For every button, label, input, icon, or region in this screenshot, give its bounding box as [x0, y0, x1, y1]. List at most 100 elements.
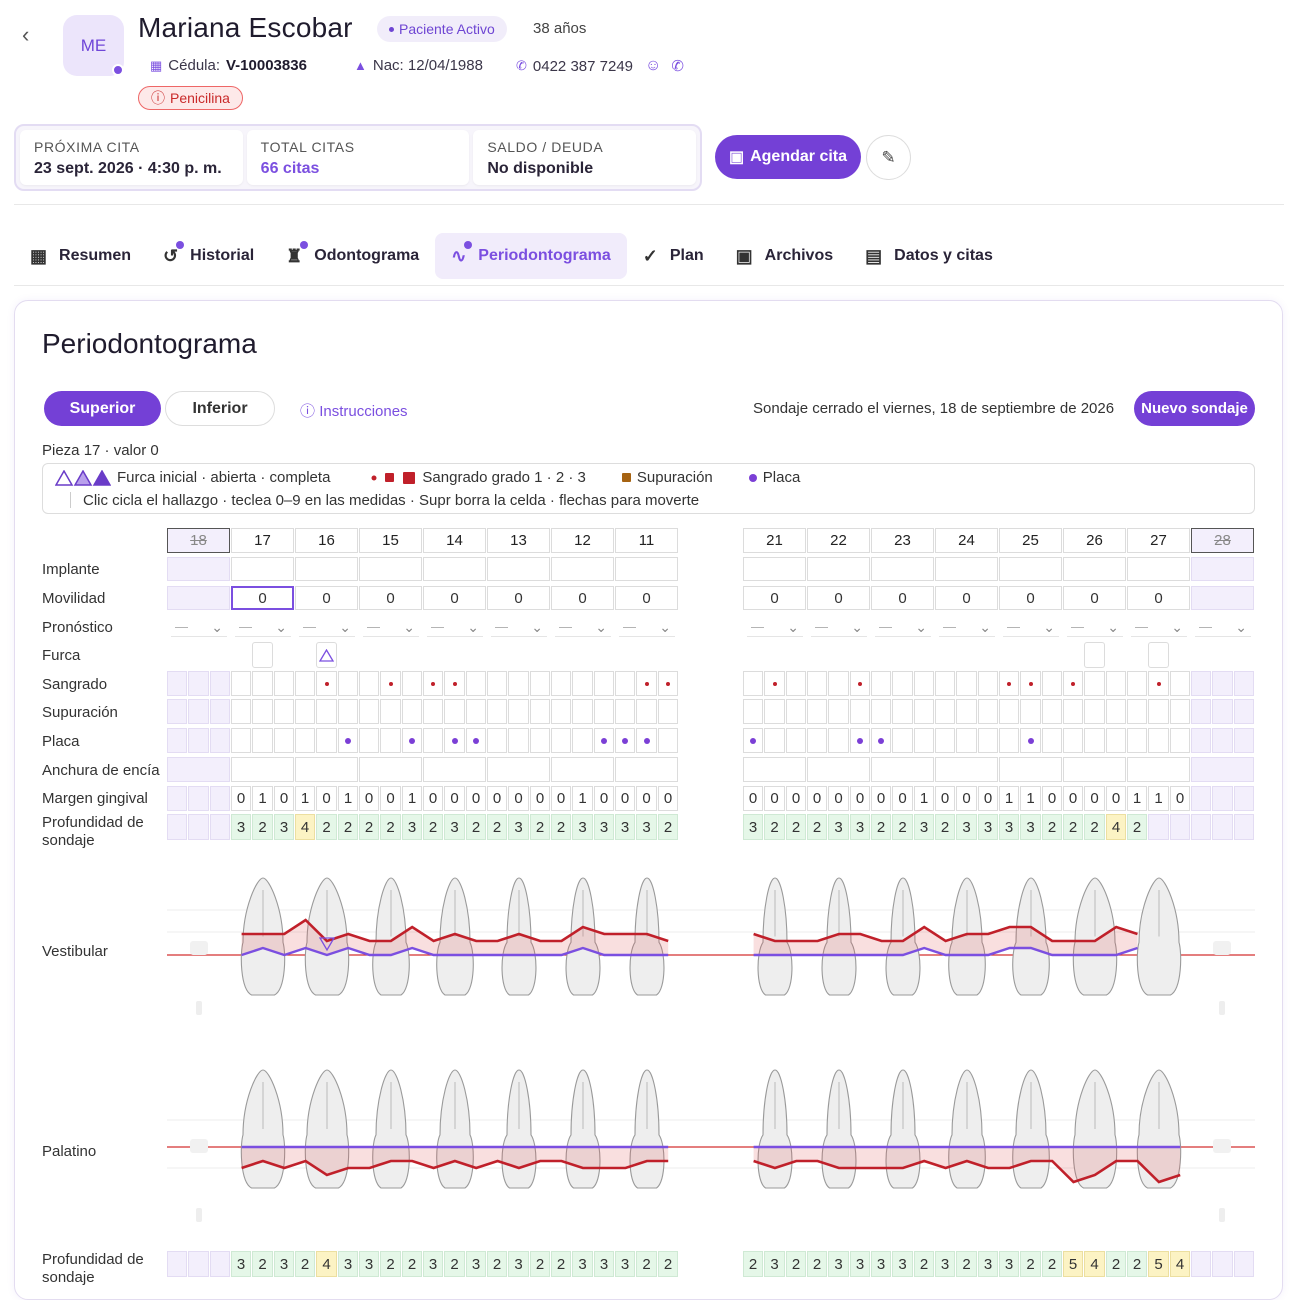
- bleeding-cell[interactable]: [274, 671, 294, 696]
- bleeding-cell[interactable]: [359, 671, 379, 696]
- probing-depth-cell[interactable]: 3: [828, 814, 849, 840]
- palatal-probing-depth-cell[interactable]: 3: [572, 1251, 593, 1277]
- bleeding-cell[interactable]: [1084, 671, 1105, 696]
- gingiva-width-cell[interactable]: [231, 757, 294, 782]
- palatal-probing-depth-cell[interactable]: 2: [1042, 1251, 1062, 1277]
- suppuration-cell[interactable]: [914, 699, 934, 724]
- bleeding-cell[interactable]: [828, 671, 849, 696]
- palatal-probing-depth-cell[interactable]: 3: [871, 1251, 891, 1277]
- palatal-probing-depth-cell[interactable]: 3: [594, 1251, 614, 1277]
- plaque-cell[interactable]: [572, 728, 593, 753]
- probing-depth-cell[interactable]: 3: [572, 814, 593, 840]
- segment-inferior[interactable]: Inferior: [165, 391, 275, 426]
- palatal-probing-depth-cell[interactable]: 2: [636, 1251, 657, 1277]
- margin-cell[interactable]: 0: [871, 786, 891, 811]
- palatal-probing-depth-cell[interactable]: 3: [615, 1251, 635, 1277]
- implant-cell[interactable]: [551, 557, 614, 581]
- palatal-probing-depth-cell[interactable]: 3: [999, 1251, 1019, 1277]
- suppuration-cell[interactable]: [530, 699, 550, 724]
- bleeding-cell[interactable]: [615, 671, 635, 696]
- palatal-probing-depth-cell[interactable]: 3: [828, 1251, 849, 1277]
- tab-historial[interactable]: ↺ Historial: [147, 233, 270, 279]
- margin-cell[interactable]: 0: [274, 786, 294, 811]
- palatal-probing-depth-cell[interactable]: 2: [1106, 1251, 1126, 1277]
- probing-depth-cell[interactable]: 3: [743, 814, 763, 840]
- bleeding-cell[interactable]: [636, 671, 657, 696]
- suppuration-cell[interactable]: [252, 699, 273, 724]
- palatal-probing-depth-cell[interactable]: 2: [786, 1251, 806, 1277]
- palatal-probing-depth-cell[interactable]: 2: [380, 1251, 401, 1277]
- tooth-header-27[interactable]: 27: [1127, 528, 1190, 553]
- plaque-cell[interactable]: [999, 728, 1019, 753]
- gingiva-width-cell[interactable]: [551, 757, 614, 782]
- gingiva-width-cell[interactable]: [423, 757, 486, 782]
- suppuration-cell[interactable]: [466, 699, 486, 724]
- plaque-cell[interactable]: [466, 728, 486, 753]
- margin-cell[interactable]: 0: [658, 786, 678, 811]
- plaque-cell[interactable]: [892, 728, 913, 753]
- plaque-cell[interactable]: [914, 728, 934, 753]
- plaque-cell[interactable]: [828, 728, 849, 753]
- suppuration-cell[interactable]: [594, 699, 614, 724]
- palatal-probing-depth-cell[interactable]: 2: [743, 1251, 763, 1277]
- furcation-cell[interactable]: [252, 642, 273, 668]
- suppuration-cell[interactable]: [1063, 699, 1083, 724]
- margin-cell[interactable]: 0: [466, 786, 486, 811]
- mobility-cell[interactable]: 0: [487, 586, 550, 610]
- plaque-cell[interactable]: [402, 728, 422, 753]
- suppuration-cell[interactable]: [380, 699, 401, 724]
- palatal-probing-depth-cell[interactable]: 2: [551, 1251, 571, 1277]
- bleeding-cell[interactable]: [295, 671, 315, 696]
- probing-depth-cell[interactable]: 2: [530, 814, 550, 840]
- plaque-cell[interactable]: [295, 728, 315, 753]
- gingiva-width-cell[interactable]: [487, 757, 550, 782]
- probing-depth-cell[interactable]: 3: [402, 814, 422, 840]
- plaque-cell[interactable]: [807, 728, 827, 753]
- probing-depth-cell[interactable]: 3: [274, 814, 294, 840]
- bleeding-cell[interactable]: [423, 671, 443, 696]
- plaque-cell[interactable]: [1084, 728, 1105, 753]
- palatal-probing-depth-cell[interactable]: 3: [359, 1251, 379, 1277]
- bleeding-cell[interactable]: [551, 671, 571, 696]
- palatal-probing-depth-cell[interactable]: 3: [978, 1251, 998, 1277]
- bleeding-cell[interactable]: [1020, 671, 1041, 696]
- bleeding-cell[interactable]: [594, 671, 614, 696]
- palatal-probing-depth-cell[interactable]: 3: [423, 1251, 443, 1277]
- tab-odontograma[interactable]: ♜ Odontograma: [270, 233, 435, 279]
- probing-depth-cell[interactable]: 3: [956, 814, 977, 840]
- palatal-probing-depth-cell[interactable]: 2: [807, 1251, 827, 1277]
- margin-cell[interactable]: 0: [380, 786, 401, 811]
- probing-depth-cell[interactable]: 3: [615, 814, 635, 840]
- margin-cell[interactable]: 1: [1127, 786, 1147, 811]
- bleeding-cell[interactable]: [978, 671, 998, 696]
- probing-depth-cell[interactable]: 2: [380, 814, 401, 840]
- bleeding-cell[interactable]: [338, 671, 358, 696]
- margin-cell[interactable]: 0: [850, 786, 870, 811]
- probing-depth-cell[interactable]: 2: [786, 814, 806, 840]
- segment-superior[interactable]: Superior: [44, 391, 161, 426]
- bleeding-cell[interactable]: [316, 671, 337, 696]
- mobility-cell[interactable]: 0: [551, 586, 614, 610]
- new-probing-button[interactable]: Nuevo sondaje: [1134, 391, 1255, 426]
- gingiva-width-cell[interactable]: [743, 757, 806, 782]
- mobility-cell[interactable]: 0: [423, 586, 486, 610]
- bleeding-cell[interactable]: [1106, 671, 1126, 696]
- stat-value[interactable]: 66 citas: [260, 160, 320, 177]
- plaque-cell[interactable]: [508, 728, 529, 753]
- bleeding-cell[interactable]: [1042, 671, 1062, 696]
- bleeding-cell[interactable]: [999, 671, 1019, 696]
- call-icon[interactable]: ✆: [671, 58, 684, 75]
- bleeding-cell[interactable]: [1127, 671, 1147, 696]
- palatal-probing-depth-cell[interactable]: 2: [487, 1251, 507, 1277]
- tab-periodontograma[interactable]: ∿ Periodontograma: [435, 233, 627, 279]
- tooth-header-13[interactable]: 13: [487, 528, 550, 553]
- implant-cell[interactable]: [1063, 557, 1126, 581]
- palatal-probing-depth-cell[interactable]: 2: [658, 1251, 678, 1277]
- probing-depth-cell[interactable]: 2: [807, 814, 827, 840]
- probing-depth-cell[interactable]: [1148, 814, 1169, 840]
- plaque-cell[interactable]: [1127, 728, 1147, 753]
- probing-depth-cell[interactable]: 2: [338, 814, 358, 840]
- plaque-cell[interactable]: [850, 728, 870, 753]
- margin-cell[interactable]: 0: [828, 786, 849, 811]
- implant-cell[interactable]: [423, 557, 486, 581]
